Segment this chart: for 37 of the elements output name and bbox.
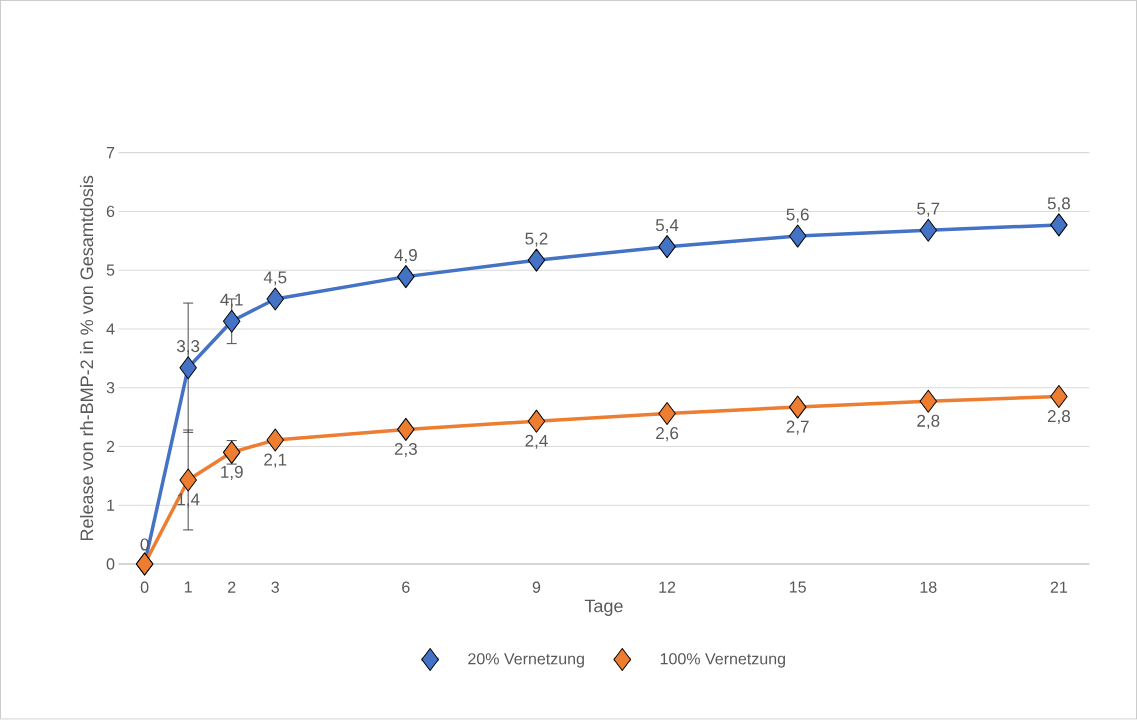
x-tick-label: 15 bbox=[789, 581, 806, 593]
legend-label: 100% Vernetzung bbox=[660, 653, 785, 668]
x-tick-label: 2 bbox=[228, 581, 236, 593]
data-label: 2,8 bbox=[917, 414, 940, 429]
data-label: 5,4 bbox=[655, 219, 679, 234]
data-label: 2,8 bbox=[1047, 410, 1070, 425]
data-label: 2,3 bbox=[394, 443, 417, 458]
x-tick-label: 18 bbox=[920, 581, 937, 594]
y-tick-label: 4 bbox=[106, 323, 115, 335]
data-label: 5,8 bbox=[1047, 197, 1070, 212]
data-label: 5,6 bbox=[786, 208, 809, 223]
x-tick-label: 3 bbox=[271, 581, 279, 594]
data-label: 1,9 bbox=[221, 466, 243, 481]
y-tick-label: 1 bbox=[107, 499, 115, 511]
data-label: 2,4 bbox=[525, 434, 548, 449]
data-label: 5,7 bbox=[917, 202, 940, 217]
data-label: 5,2 bbox=[525, 232, 548, 247]
x-axis-title: Tage bbox=[584, 599, 623, 617]
y-tick-label: 3 bbox=[106, 382, 115, 394]
x-tick-label: 1 bbox=[184, 581, 192, 593]
x-tick-label: 12 bbox=[659, 581, 676, 593]
x-tick-label: 6 bbox=[402, 581, 410, 594]
data-label: 2,7 bbox=[786, 420, 809, 435]
data-label: 2,6 bbox=[656, 427, 679, 442]
data-label: 2,1 bbox=[264, 453, 287, 468]
y-axis-title: Release von rh-BMP-2 in % von Gesamtdosis bbox=[79, 175, 94, 541]
legend-label: 20% Vernetzung bbox=[468, 653, 584, 668]
x-tick-label: 21 bbox=[1050, 581, 1068, 593]
data-label: 4,9 bbox=[394, 249, 417, 264]
y-tick-label: 6 bbox=[106, 205, 115, 218]
y-tick-label: 2 bbox=[106, 441, 115, 453]
y-tick-label: 5 bbox=[106, 264, 115, 276]
x-tick-label: 0 bbox=[140, 581, 149, 594]
y-tick-label: 7 bbox=[106, 147, 115, 159]
data-label: 4,5 bbox=[263, 271, 287, 286]
y-tick-label: 0 bbox=[106, 558, 115, 570]
x-tick-label: 9 bbox=[532, 581, 541, 594]
